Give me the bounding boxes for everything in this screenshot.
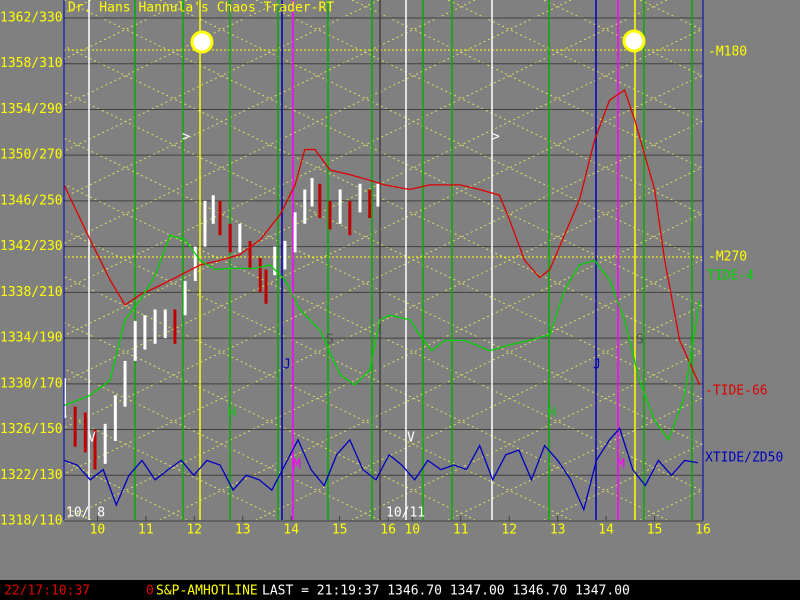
y-tick-label: 1354/290 bbox=[0, 102, 63, 117]
x-tick-label: 11 bbox=[453, 523, 469, 538]
x-tick-label: 15 bbox=[647, 523, 663, 538]
cycle-line bbox=[351, 0, 703, 170]
cycle-line bbox=[64, 137, 703, 446]
status-last: LAST = 21:19:37 1346.70 1347.00 1346.70 … bbox=[262, 584, 630, 599]
y-tick-label: 1346/250 bbox=[0, 193, 63, 208]
status-bar bbox=[0, 580, 800, 600]
y-tick-label: 1350/270 bbox=[0, 148, 63, 163]
cycle-line bbox=[64, 0, 572, 244]
cycle-line bbox=[64, 0, 380, 152]
x-tick-label: 10 bbox=[90, 523, 106, 538]
x-tick-label: 13 bbox=[550, 523, 566, 538]
plot bbox=[64, 88, 701, 512]
level-label: -M180 bbox=[708, 45, 747, 60]
annotation: S bbox=[636, 333, 644, 348]
chart-title: Dr. Hans Hannula's Chaos Trader-RT bbox=[68, 1, 334, 16]
cycle-line bbox=[351, 350, 703, 520]
x-tick-label: 10 bbox=[404, 523, 420, 538]
cycle-line bbox=[255, 0, 703, 216]
x-tick-label: 14 bbox=[283, 523, 299, 538]
date-label: 10/ 8 bbox=[66, 506, 105, 521]
cycle-line bbox=[64, 91, 703, 400]
annotation: J bbox=[593, 358, 601, 373]
x-tick-label: 12 bbox=[186, 523, 202, 538]
y-tick-label: 1322/130 bbox=[0, 468, 63, 483]
status-symbol: S&P-AMHOTLINE bbox=[156, 584, 258, 599]
y-tick-label: 1338/210 bbox=[0, 285, 63, 300]
cycle-line bbox=[64, 0, 476, 198]
cycle-line bbox=[159, 0, 703, 262]
cycle-line bbox=[64, 276, 572, 520]
annotation: H bbox=[228, 406, 236, 421]
annotation: V bbox=[407, 431, 415, 446]
cycle-line bbox=[64, 414, 284, 520]
annotation: > bbox=[182, 130, 190, 145]
cycle-line bbox=[64, 368, 380, 520]
status-clock: 22/17:10:37 bbox=[4, 584, 90, 599]
y-tick-label: 1326/150 bbox=[0, 422, 63, 437]
x-tick-label: 15 bbox=[332, 523, 348, 538]
series-line bbox=[64, 88, 701, 386]
cycle-line bbox=[64, 322, 476, 520]
y-tick-label: 1334/190 bbox=[0, 331, 63, 346]
background bbox=[0, 0, 800, 580]
series-label: XTIDE/ZD50 bbox=[705, 451, 783, 466]
x-tick-label: 16 bbox=[695, 523, 711, 538]
cycle-line bbox=[447, 0, 703, 123]
annotation: H bbox=[548, 406, 556, 421]
cycle-line bbox=[64, 0, 703, 308]
cycle-line bbox=[447, 397, 703, 520]
annotation: M bbox=[617, 458, 625, 473]
series-label: -TIDE-66 bbox=[705, 384, 768, 399]
status-flag: 0 bbox=[146, 584, 154, 599]
cycle-line bbox=[64, 45, 703, 354]
sun-icon bbox=[190, 30, 214, 54]
series-line bbox=[64, 427, 698, 512]
cycle-line bbox=[64, 229, 668, 520]
y-tick-label: 1318/110 bbox=[0, 514, 63, 529]
series-line bbox=[64, 234, 701, 442]
y-tick-label: 1358/310 bbox=[0, 56, 63, 71]
labels: 1362/330 1358/310 1354/290 1350/270 1346/250… bbox=[0, 11, 711, 538]
x-tick-label: 16 bbox=[380, 523, 396, 538]
annotation: J bbox=[283, 358, 291, 373]
x-tick-label: 11 bbox=[138, 523, 154, 538]
cycle-line bbox=[255, 304, 703, 520]
y-tick-label: 1330/170 bbox=[0, 376, 63, 391]
date-label: 10/11 bbox=[386, 506, 425, 521]
annotation: > bbox=[492, 130, 500, 145]
x-tick-label: 12 bbox=[501, 523, 517, 538]
level-label: -M270 bbox=[708, 250, 747, 265]
cycle-line bbox=[64, 0, 284, 106]
x-tick-label: 14 bbox=[598, 523, 614, 538]
annotation: V bbox=[88, 431, 96, 446]
annotation: M bbox=[293, 458, 301, 473]
x-tick-label: 13 bbox=[235, 523, 251, 538]
annotation: S bbox=[326, 333, 334, 348]
y-tick-label: 1362/330 bbox=[0, 11, 63, 26]
y-tick-label: 1342/230 bbox=[0, 239, 63, 254]
sun-icon bbox=[622, 29, 646, 53]
series-label: TIDE-4 bbox=[707, 269, 754, 284]
